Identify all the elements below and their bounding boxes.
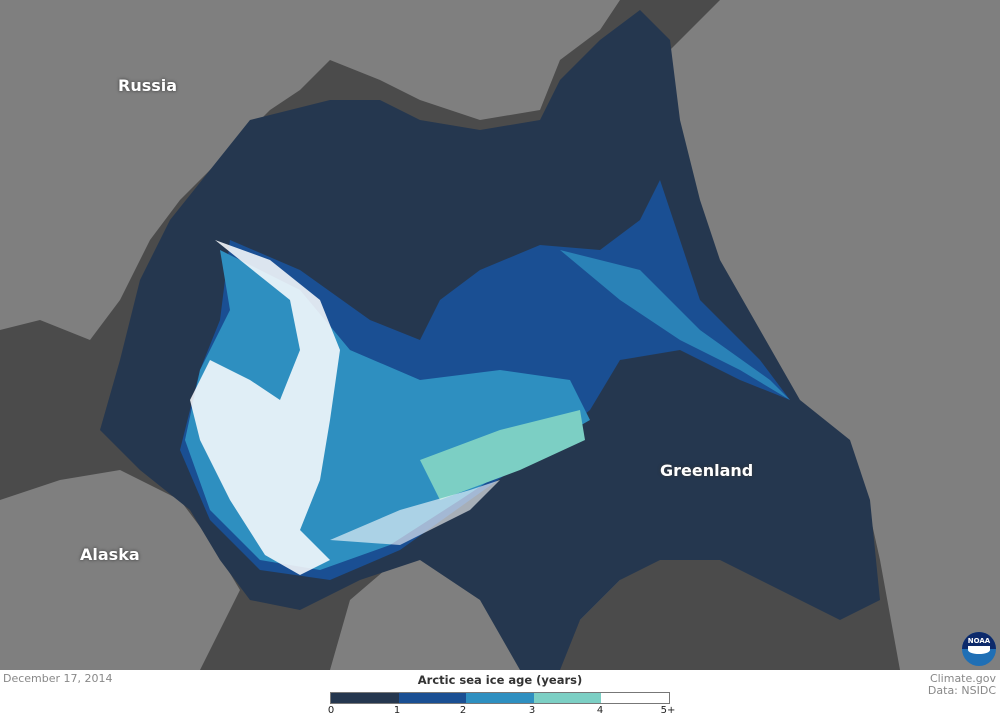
land-alaska bbox=[0, 470, 240, 670]
legend-swatch-4-5 bbox=[601, 693, 669, 703]
legend-swatch-2-3 bbox=[466, 693, 534, 703]
sea-ice-map bbox=[0, 0, 1000, 670]
ice-age-4-5plus bbox=[190, 240, 340, 575]
legend-title: Arctic sea ice age (years) bbox=[417, 673, 583, 687]
legend-tick: 3 bbox=[528, 705, 536, 716]
legend-swatch-3-4 bbox=[533, 693, 602, 703]
footer: December 17, 2014 Climate.gov Data: NSID… bbox=[0, 670, 1000, 720]
noaa-logo-text: NOAA bbox=[967, 637, 991, 645]
credit-label: Climate.gov bbox=[929, 672, 996, 685]
date-label: December 17, 2014 bbox=[3, 672, 113, 685]
noaa-logo: NOAA bbox=[962, 632, 996, 666]
label-russia: Russia bbox=[118, 76, 178, 95]
land-russia bbox=[0, 0, 620, 340]
label-greenland: Greenland bbox=[660, 461, 754, 480]
label-alaska: Alaska bbox=[80, 545, 140, 564]
legend-swatch-1-2 bbox=[398, 693, 467, 703]
ice-age-3-4 bbox=[420, 410, 585, 500]
land-canada-greenland bbox=[650, 0, 1000, 670]
legend-tick: 1 bbox=[393, 705, 401, 716]
ice-age-2-3-strip bbox=[560, 250, 790, 400]
legend-tick: 5+ bbox=[660, 705, 676, 716]
data-source-label: Data: NSIDC bbox=[927, 684, 996, 697]
legend-color-bar bbox=[330, 692, 670, 704]
legend-tick: 2 bbox=[459, 705, 467, 716]
legend-tick: 4 bbox=[596, 705, 604, 716]
legend-swatch-0-1 bbox=[331, 693, 399, 703]
legend-tick: 0 bbox=[327, 705, 335, 716]
ice-age-4-5plus-band bbox=[330, 480, 500, 545]
